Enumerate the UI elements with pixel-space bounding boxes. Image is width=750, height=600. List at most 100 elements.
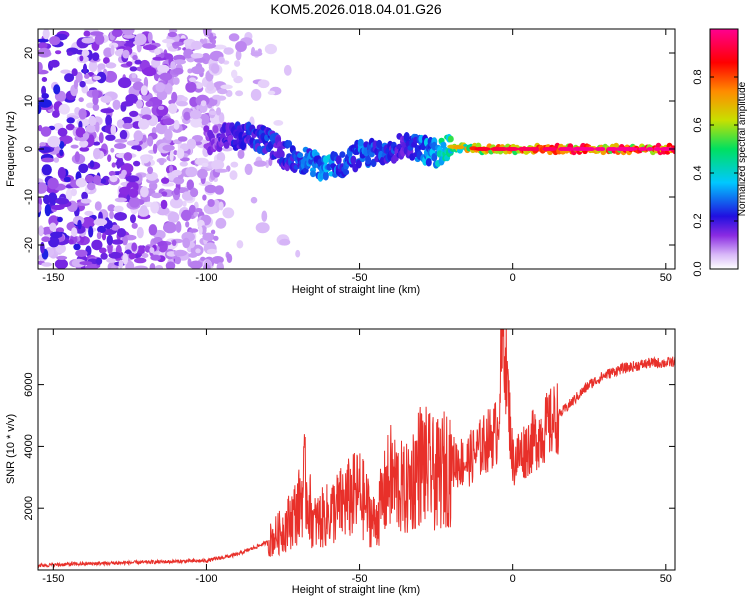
spectrogram-cell <box>128 188 139 198</box>
spectrogram-cell <box>118 173 126 180</box>
spectrogram-cell <box>350 155 357 165</box>
spectrogram-cell <box>163 82 173 95</box>
spectrogram-cell <box>88 115 97 126</box>
spectrogram-cell <box>229 170 238 181</box>
spectrogram-cell <box>322 170 329 181</box>
spectrogram-cell <box>179 161 188 167</box>
spectrogram-cell <box>177 136 188 142</box>
spectrogram-cell <box>70 144 79 149</box>
spectrogram-cell <box>218 112 225 124</box>
spectrogram-cell <box>75 249 88 257</box>
spectrogram-cell <box>638 147 647 151</box>
spectrogram-cell <box>357 138 364 147</box>
spectrogram-cell <box>217 88 228 95</box>
spectrogram-cell <box>171 239 177 246</box>
spectrogram-cell <box>223 141 230 149</box>
spectrogram-cell <box>133 130 144 142</box>
spectrogram-cell <box>140 85 148 96</box>
y-tick-label: 10 <box>23 95 35 107</box>
spectrogram-cell <box>88 60 98 72</box>
spectrogram-cell <box>55 243 66 254</box>
spectrogram-cell <box>49 222 57 232</box>
spectrogram-cell <box>126 140 140 146</box>
spectrogram-cell <box>150 201 160 214</box>
spectrogram-cell <box>185 221 190 228</box>
spectrogram-cell <box>93 218 108 226</box>
spectrogram-cell <box>161 177 170 184</box>
y-tick-label: 4000 <box>23 434 35 458</box>
spectrogram-cell <box>82 133 90 139</box>
spectrogram-cell <box>210 229 216 235</box>
spectrogram-cell <box>85 174 94 183</box>
spectrogram-cell <box>181 96 188 102</box>
spectrogram-cell <box>42 29 50 40</box>
spectrogram-cell <box>114 138 128 143</box>
spectrogram-cell <box>107 244 113 254</box>
spectrogram-y-label: Frequency (Hz) <box>5 111 17 187</box>
spectrogram-cell <box>267 90 276 96</box>
spectrogram-cell <box>78 108 87 120</box>
spectrogram-cell <box>71 258 86 268</box>
spectrogram-cell <box>38 61 43 73</box>
spectrogram-cell <box>109 211 114 219</box>
spectrogram-cell <box>134 59 142 65</box>
spectrogram-cell <box>339 151 346 158</box>
spectrogram-cell <box>95 257 103 265</box>
spectrogram-cell <box>202 194 207 201</box>
spectrogram-cell <box>197 168 208 179</box>
spectrogram-cell <box>165 261 176 269</box>
spectrogram-cell <box>82 63 88 75</box>
spectrogram-cell <box>132 81 144 91</box>
spectrogram-cell <box>41 164 52 176</box>
spectrogram-cell <box>295 249 301 258</box>
spectrogram-cell <box>78 163 89 174</box>
spectrogram-cell <box>103 47 113 58</box>
spectrogram-cell <box>129 66 138 72</box>
spectrogram-cell <box>169 165 174 174</box>
spectrogram-cell <box>452 145 465 150</box>
spectrogram-cell <box>194 208 203 213</box>
spectrogram-y-ticks: 20 10 0 -10 -20 <box>23 47 675 253</box>
spectrogram-cell <box>108 170 116 177</box>
colorbar: 0.0 0.2 0.4 0.6 0.8 Normalized spectral ampl… <box>692 28 748 277</box>
spectrogram-cell <box>164 128 173 141</box>
spectrogram-cell <box>111 224 120 231</box>
spectrogram-cell <box>170 61 176 70</box>
spectrogram-cell <box>110 124 117 136</box>
spectrogram-cell <box>431 153 438 162</box>
spectrogram-cell <box>508 147 519 151</box>
spectrogram-cell <box>149 263 156 269</box>
spectrogram-cell <box>144 245 151 253</box>
spectrogram-cell <box>478 147 491 151</box>
spectrogram-cell <box>136 145 142 152</box>
colorbar-tick-label: 0.0 <box>692 261 704 276</box>
y-tick-label: -10 <box>23 189 35 205</box>
spectrogram-cell <box>202 232 215 241</box>
spectrogram-cell <box>222 207 235 219</box>
spectrogram-cell <box>425 158 432 167</box>
spectrogram-cell <box>56 255 68 260</box>
spectrogram-cell <box>81 49 90 57</box>
spectrogram-cell <box>403 132 410 142</box>
spectrogram-cell <box>191 66 205 75</box>
spectrogram-cell <box>81 37 95 44</box>
x-tick-label: -50 <box>352 573 368 585</box>
spectrogram-cell <box>212 44 227 50</box>
spectrogram-cell <box>151 127 157 135</box>
spectrogram-cell <box>155 82 166 93</box>
colorbar-tick-label: 0.6 <box>692 117 704 132</box>
spectrogram-cell <box>176 101 188 107</box>
spectrogram-cell <box>83 30 91 37</box>
spectrogram-cell <box>140 155 150 164</box>
spectrogram-cell <box>54 258 68 269</box>
spectrogram-cell <box>118 77 132 89</box>
spectrogram-cell <box>75 177 87 188</box>
spectrogram-cell <box>48 236 60 248</box>
spectrogram-cell <box>188 252 198 258</box>
spectrogram-cell <box>129 110 139 117</box>
spectrogram-cell <box>162 38 175 44</box>
spectrogram-cell <box>264 43 277 55</box>
spectrogram-cell <box>53 157 60 163</box>
spectrogram-cell <box>250 196 258 204</box>
spectrogram-cell <box>87 182 96 191</box>
